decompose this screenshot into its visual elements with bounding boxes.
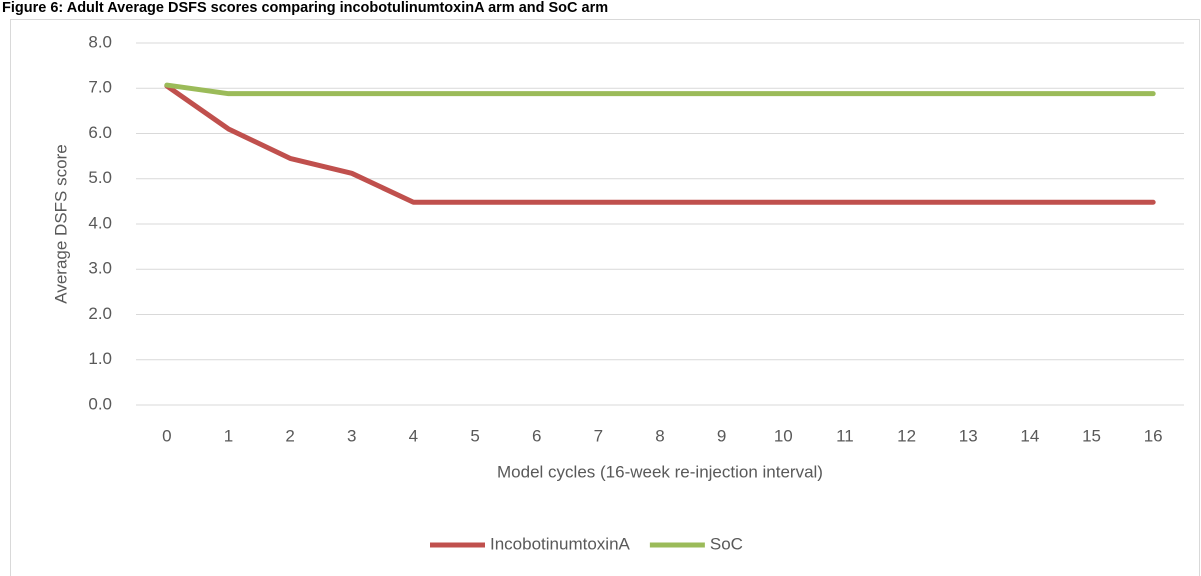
- y-tick-label: 2.0: [88, 304, 112, 323]
- x-tick-label: 2: [285, 426, 294, 445]
- x-tick-label: 11: [836, 426, 854, 445]
- x-tick-label: 0: [162, 426, 171, 445]
- legend-label: SoC: [710, 534, 743, 553]
- y-tick-label: 3.0: [88, 259, 112, 278]
- x-tick-label: 7: [594, 426, 603, 445]
- series-line: [164, 83, 1156, 205]
- y-tick-label: 0.0: [88, 394, 112, 413]
- y-tick-label: 5.0: [88, 168, 112, 187]
- x-tick-label: 1: [224, 426, 233, 445]
- x-tick-label: 15: [1082, 426, 1101, 445]
- x-tick-label: 4: [409, 426, 418, 445]
- x-tick-label: 5: [470, 426, 479, 445]
- x-tick-label: 8: [655, 426, 664, 445]
- x-tick-label: 10: [774, 426, 793, 445]
- x-tick-label: 12: [897, 426, 916, 445]
- chart-title: Figure 6: Adult Average DSFS scores comp…: [2, 0, 608, 16]
- y-tick-label: 8.0: [88, 32, 112, 51]
- x-tick-label: 14: [1020, 426, 1039, 445]
- y-tick-label: 6.0: [88, 123, 112, 142]
- x-tick-label: 9: [717, 426, 726, 445]
- legend-label: IncobotinumtoxinA: [490, 534, 631, 553]
- y-tick-label: 7.0: [88, 78, 112, 97]
- x-tick-label: 6: [532, 426, 541, 445]
- y-tick-label: 1.0: [88, 349, 112, 368]
- x-tick-label: 3: [347, 426, 356, 445]
- x-tick-label: 16: [1144, 426, 1163, 445]
- y-tick-label: 4.0: [88, 213, 112, 232]
- x-axis-title: Model cycles (16-week re-injection inter…: [497, 462, 823, 481]
- x-tick-label: 13: [959, 426, 978, 445]
- series-line: [164, 82, 1156, 97]
- y-axis-title: Average DSFS score: [51, 144, 70, 303]
